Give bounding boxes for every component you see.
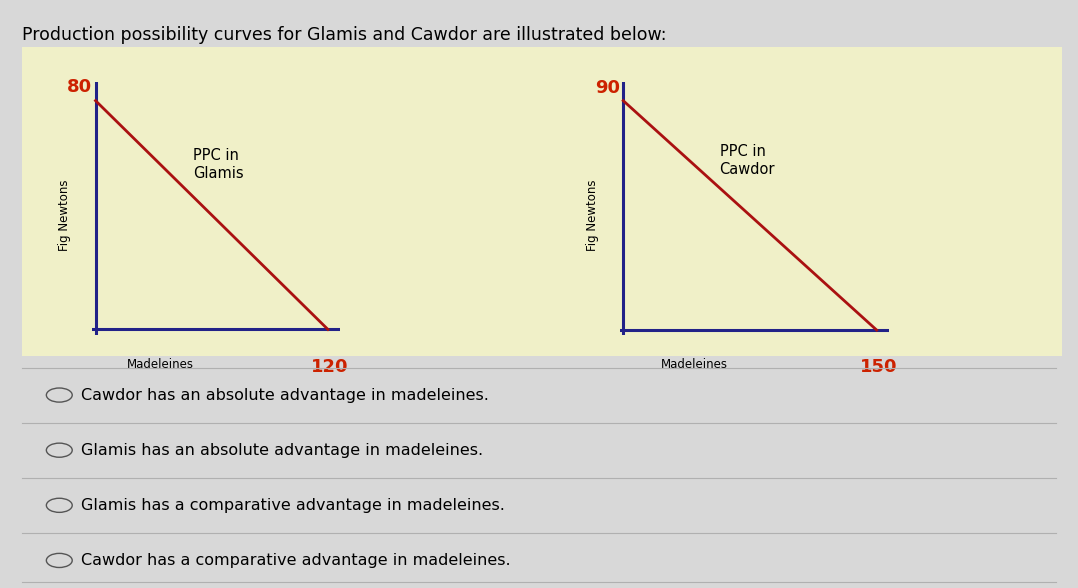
Text: Fig Newtons: Fig Newtons	[58, 179, 71, 251]
Text: 150: 150	[859, 358, 897, 376]
Text: Production possibility curves for Glamis and Cawdor are illustrated below:: Production possibility curves for Glamis…	[22, 26, 666, 45]
Text: PPC in
Cawdor: PPC in Cawdor	[719, 144, 775, 176]
Text: Cawdor has a comparative advantage in madeleines.: Cawdor has a comparative advantage in ma…	[81, 553, 511, 568]
Text: Madeleines: Madeleines	[661, 358, 728, 371]
Text: Madeleines: Madeleines	[127, 358, 194, 371]
Text: 120: 120	[312, 358, 348, 376]
Text: 90: 90	[595, 79, 620, 97]
Text: Cawdor has an absolute advantage in madeleines.: Cawdor has an absolute advantage in made…	[81, 387, 488, 403]
Text: PPC in
Glamis: PPC in Glamis	[193, 149, 244, 181]
Text: Fig Newtons: Fig Newtons	[586, 179, 599, 251]
Text: 80: 80	[67, 78, 92, 96]
Text: Glamis has an absolute advantage in madeleines.: Glamis has an absolute advantage in made…	[81, 443, 483, 457]
Text: Glamis has a comparative advantage in madeleines.: Glamis has a comparative advantage in ma…	[81, 498, 505, 513]
